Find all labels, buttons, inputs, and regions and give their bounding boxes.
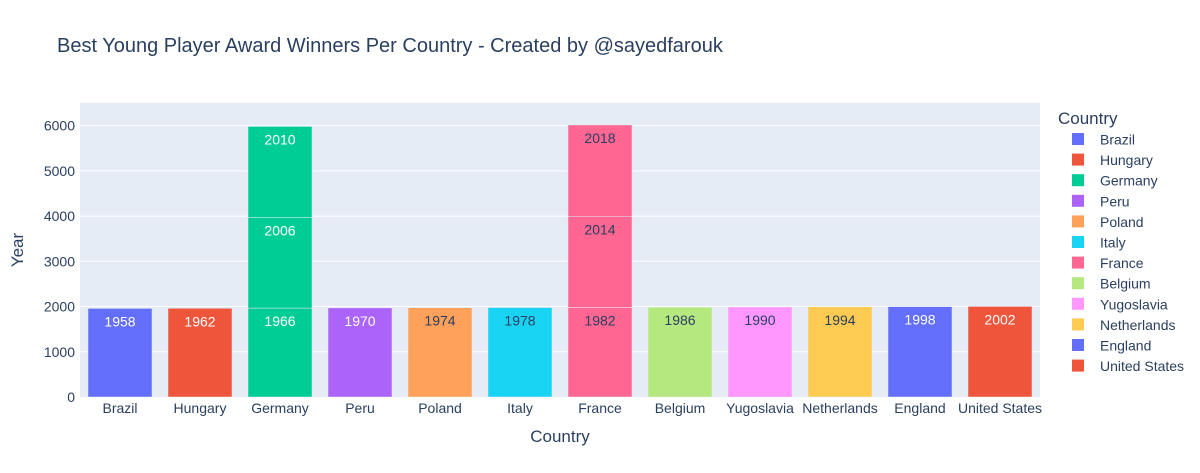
y-tick-label: 1000 (44, 344, 75, 360)
bar-label: 1978 (504, 313, 535, 329)
chart-title: Best Young Player Award Winners Per Coun… (57, 35, 724, 57)
bar-brazil-1958 (87, 308, 153, 398)
x-tick-label: Netherlands (802, 400, 878, 416)
legend-swatch (1072, 174, 1084, 187)
bar-italy-1978 (487, 307, 553, 398)
bar-label: 1962 (184, 313, 215, 329)
legend-swatch (1072, 297, 1084, 310)
x-tick-label: Italy (507, 400, 533, 416)
x-tick-label: England (894, 400, 945, 416)
bar-poland-1974 (407, 307, 473, 398)
x-tick-label: Poland (418, 400, 462, 416)
x-axis-title: Country (530, 427, 590, 446)
y-axis-title: Year (8, 232, 27, 267)
legend-item: United States (1100, 358, 1184, 374)
x-tick-label: Peru (345, 400, 375, 416)
bar-united-states-2002 (967, 306, 1033, 398)
legend-item: Netherlands (1100, 317, 1176, 333)
legend-swatch (1072, 133, 1084, 145)
bar-hungary-1962 (167, 308, 233, 398)
bar-label: 1982 (584, 312, 615, 328)
legend: Country Brazil Hungary Germany Peru Poland It… (1058, 109, 1184, 374)
x-tick-label: Brazil (102, 400, 137, 416)
legend-swatch (1072, 194, 1084, 207)
bar-england-1998 (887, 306, 953, 398)
plot-area (80, 103, 1040, 397)
legend-swatch (1072, 256, 1084, 269)
legend-item: France (1100, 255, 1144, 271)
bar-label: 1966 (264, 313, 295, 329)
x-tick-label: France (578, 400, 622, 416)
legend-swatch (1072, 359, 1084, 372)
legend-item: Belgium (1100, 276, 1151, 292)
bar-label: 1994 (824, 312, 855, 328)
y-axis: 0 1000 2000 3000 4000 5000 6000 (44, 118, 75, 405)
legend-item: Peru (1100, 193, 1130, 209)
bar-label: 1970 (344, 313, 375, 329)
bars: 1958 1962 1966 2006 2010 1970 1974 1978 1982 2014… (87, 124, 1033, 398)
bar-germany-2010 (247, 126, 313, 218)
x-axis: Brazil Hungary Germany Peru Poland Italy Franc… (102, 400, 1042, 416)
bar-label: 1998 (904, 312, 935, 328)
legend-item: Yugoslavia (1100, 296, 1168, 312)
bar-peru-1970 (327, 307, 393, 398)
gridlines (80, 125, 1040, 353)
legend-item: Germany (1100, 173, 1158, 189)
bar-netherlands-1994 (807, 306, 873, 398)
legend-item: England (1100, 338, 1151, 354)
bar-label: 1974 (424, 313, 455, 329)
bar-germany-2006 (247, 217, 313, 309)
legend-item: Brazil (1100, 132, 1135, 148)
x-tick-label: Belgium (655, 400, 706, 416)
bar-belgium-1986 (647, 306, 713, 398)
bar-france-2018 (567, 124, 633, 217)
bar-label: 2002 (984, 311, 1015, 327)
bar-label: 2006 (264, 222, 295, 238)
legend-swatch (1072, 339, 1084, 351)
bar-label: 1986 (664, 312, 695, 328)
bar-germany-1966 (247, 307, 313, 398)
x-tick-label: Yugoslavia (726, 400, 794, 416)
legend-item: Poland (1100, 214, 1144, 230)
y-tick-label: 3000 (44, 253, 75, 269)
legend-item: Italy (1100, 235, 1126, 251)
bar-label: 1958 (104, 313, 135, 329)
bar-label: 2014 (584, 221, 615, 237)
x-tick-label: United States (958, 400, 1042, 416)
legend-swatch (1072, 153, 1084, 166)
y-tick-label: 5000 (44, 163, 75, 179)
legend-title: Country (1058, 109, 1118, 128)
legend-swatch (1072, 215, 1084, 228)
legend-swatch (1072, 236, 1084, 248)
bar-france-2014 (567, 216, 633, 308)
bar-label: 2010 (264, 131, 295, 147)
y-tick-label: 0 (67, 389, 75, 405)
legend-item: Hungary (1100, 152, 1153, 168)
y-tick-label: 2000 (44, 299, 75, 315)
bar-label: 1990 (744, 312, 775, 328)
x-tick-label: Germany (251, 400, 309, 416)
y-tick-label: 4000 (44, 208, 75, 224)
y-tick-label: 6000 (44, 118, 75, 134)
x-tick-label: Hungary (174, 400, 227, 416)
legend-swatch (1072, 318, 1084, 331)
bar-france-1982 (567, 307, 633, 398)
legend-swatch (1072, 277, 1084, 290)
bar-yugoslavia-1990 (727, 306, 793, 398)
bar-label: 2018 (584, 130, 615, 146)
